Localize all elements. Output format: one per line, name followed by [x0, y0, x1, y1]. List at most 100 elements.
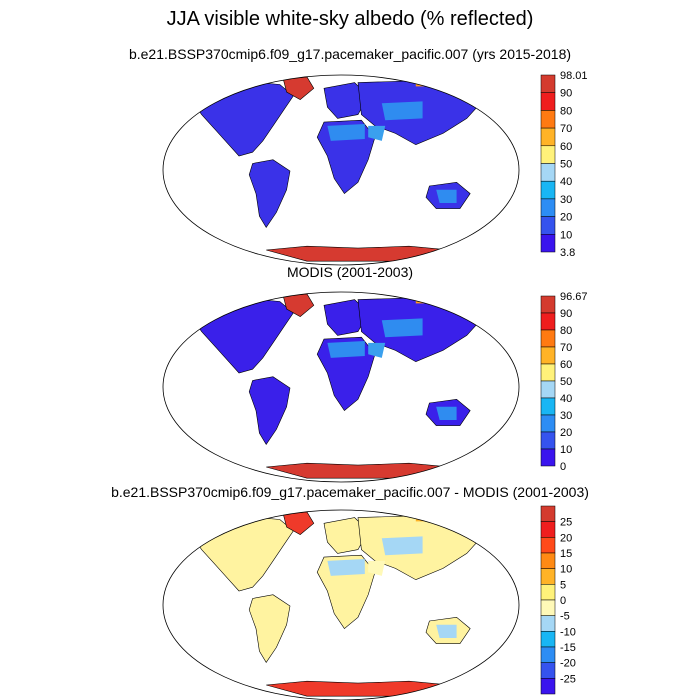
colorbar-label: 0 [560, 595, 566, 607]
land-samerica-model [248, 159, 291, 228]
colorbar-swatch [540, 363, 556, 382]
colorbar-swatch [540, 127, 556, 147]
colorbar-swatch [540, 521, 556, 538]
colorbar-label: 80 [560, 105, 572, 117]
map-obs [162, 291, 520, 483]
land-ausDesert-obs [436, 406, 457, 420]
colorbar-swatch [540, 198, 556, 217]
colorbar-swatch [540, 163, 556, 182]
colorbar-swatch [540, 631, 556, 648]
siberia-edge-diff [415, 515, 450, 522]
land-samerica-obs [248, 376, 291, 445]
siberia-edge-obs [415, 297, 450, 304]
colorbar-label: 25 [560, 517, 572, 529]
land-ausDesert-diff [436, 624, 457, 638]
colorbar-label: 15 [560, 548, 572, 560]
land-centralAsia-diff [381, 536, 423, 556]
map-border-model [162, 74, 520, 266]
colorbar-swatch [540, 615, 556, 632]
colorbar-label: 70 [560, 123, 572, 135]
colorbar-label: 50 [560, 376, 572, 388]
colorbar-swatch [540, 505, 556, 522]
land-antarctica-diff [266, 680, 451, 697]
colorbar-label: 90 [560, 88, 572, 100]
land-antarctica-model [266, 245, 451, 262]
figure-title: JJA visible white-sky albedo (% reflecte… [166, 8, 534, 30]
land-europe-obs [323, 299, 369, 336]
land-ausDesert-model [436, 189, 457, 203]
panel-title-model: b.e21.BSSP370cmip6.f09_g17.pacemaker_pac… [128, 46, 572, 62]
colorbar-label: 10 [560, 564, 572, 576]
colorbar-label: 30 [560, 194, 572, 206]
colorbar-label: 20 [560, 532, 572, 544]
siberia-edge-model [415, 80, 450, 87]
arctic-edge-obs [211, 297, 246, 304]
colorbar-label: -20 [560, 658, 576, 670]
colorbar-label: 10 [560, 444, 572, 456]
land-europe-diff [323, 517, 369, 554]
colorbar-obs: 96.67 90 80 70 60 50 40 30 20 10 0 [540, 291, 588, 473]
land-samerica-diff [248, 594, 291, 663]
land-centralAsia-obs [381, 318, 423, 338]
colorbar-label: -10 [560, 626, 576, 638]
colorbar-model: 98.01 90 80 70 60 50 40 30 20 10 3.8 [540, 70, 588, 259]
land-arabia-model [368, 125, 386, 141]
colorbar-label: 60 [560, 359, 572, 371]
colorbar-label: 20 [560, 427, 572, 439]
colorbar-swatch [540, 552, 556, 569]
colorbar-swatch [540, 234, 556, 253]
arctic-edge-diff [211, 515, 246, 522]
colorbar-swatch [540, 346, 556, 365]
colorbar-swatch [540, 74, 556, 93]
land-arabia-diff [368, 560, 386, 576]
colorbar-swatch [540, 662, 556, 679]
colorbar-swatch [540, 537, 556, 554]
colorbar-label: -5 [560, 611, 570, 623]
colorbar-label: -15 [560, 642, 576, 654]
colorbar-label: 30 [560, 410, 572, 422]
colorbar-label: 90 [560, 308, 572, 320]
arctic-edge-model [211, 80, 246, 87]
colorbar-swatch [540, 329, 556, 348]
colorbar-label: 96.67 [560, 291, 588, 303]
land-sahara-diff [327, 559, 365, 576]
colorbar-label: 3.8 [560, 247, 575, 259]
colorbar-swatch [540, 397, 556, 416]
colorbar-swatch [540, 599, 556, 616]
colorbar-label: 60 [560, 141, 572, 153]
colorbar-swatch [540, 295, 556, 314]
colorbar-label: 98.01 [560, 70, 588, 82]
colorbar-label: 80 [560, 325, 572, 337]
land-sahara-obs [327, 341, 365, 358]
colorbar-label: 40 [560, 393, 572, 405]
colorbar-swatch [540, 216, 556, 235]
colorbar-swatch [540, 646, 556, 663]
colorbar-swatch [540, 568, 556, 585]
panel-title-diff: b.e21.BSSP370cmip6.f09_g17.pacemaker_pac… [111, 484, 589, 500]
colorbar-swatch [540, 448, 556, 467]
colorbar-label: 20 [560, 212, 572, 224]
colorbar-label: 0 [560, 461, 566, 473]
colorbar-label: -25 [560, 673, 576, 685]
colorbar-swatch [540, 312, 556, 331]
colorbar-swatch [540, 145, 556, 164]
colorbar-label: 40 [560, 176, 572, 188]
colorbar-swatch [540, 584, 556, 601]
colorbar-swatch [540, 180, 556, 200]
panel-title-obs: MODIS (2001-2003) [286, 264, 414, 280]
map-border-obs [162, 291, 520, 483]
colorbar-swatch [540, 431, 556, 450]
colorbar-swatch [540, 414, 556, 433]
map-model [162, 74, 520, 266]
land-antarctica-obs [266, 462, 451, 479]
land-centralAsia-model [381, 101, 423, 121]
map-diff [162, 509, 520, 700]
colorbar-label: 5 [560, 579, 566, 591]
land-arabia-obs [368, 342, 386, 358]
colorbar-label: 10 [560, 229, 572, 241]
colorbar-swatch [540, 92, 556, 111]
colorbar-swatch [540, 380, 556, 399]
land-sahara-model [327, 124, 365, 141]
colorbar-label: 70 [560, 342, 572, 354]
